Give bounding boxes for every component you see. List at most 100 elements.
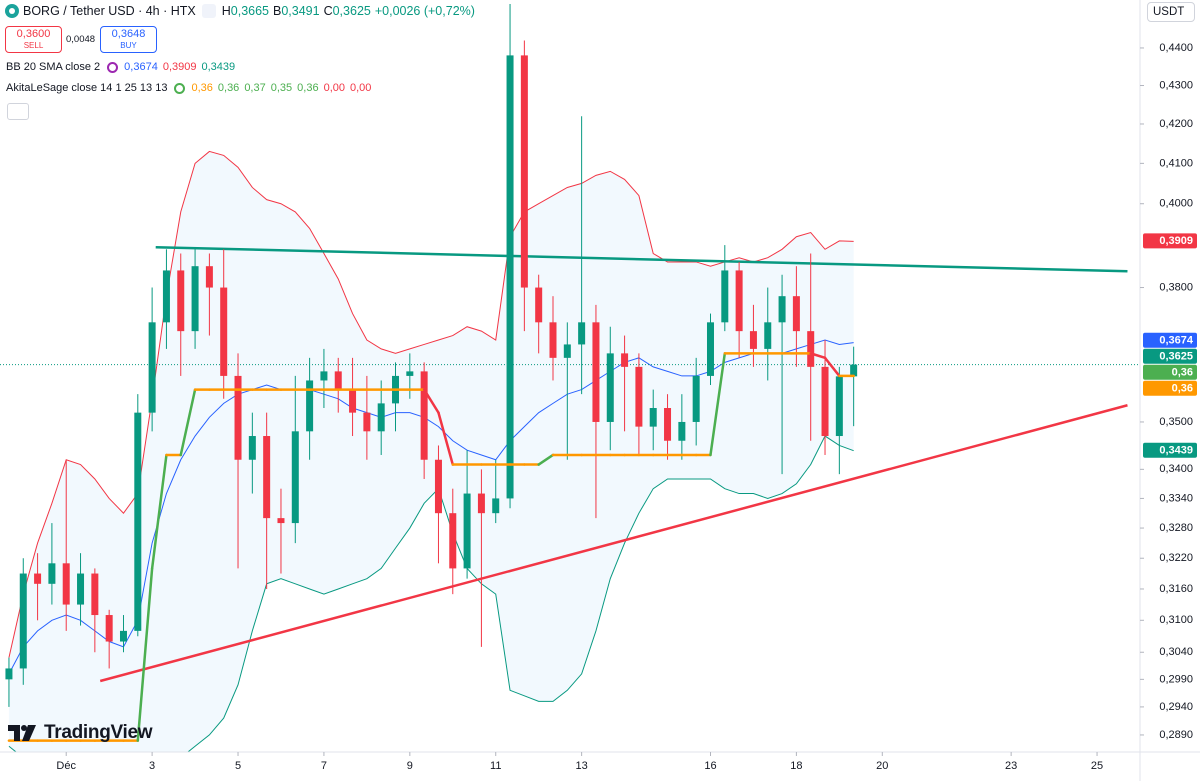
x-tick-label: 11	[490, 760, 501, 772]
candle-body	[119, 630, 127, 642]
y-tick-label: 0,2890	[1159, 729, 1193, 741]
symbol: BORG / Tether USD · 4h · HTX	[23, 4, 196, 18]
candle-body	[578, 322, 586, 345]
candle-body	[721, 270, 729, 323]
candle-body	[749, 331, 757, 349]
y-tick-label: 0,3280	[1159, 522, 1193, 534]
candle-body	[792, 296, 800, 332]
symbol-row: BORG / Tether USD · 4h · HTX H 0,3665 B 0,3…	[4, 3, 475, 19]
candle-body	[420, 371, 428, 460]
y-tick-label: 0,3340	[1159, 492, 1193, 504]
indicator-name: AkitaLeSage close 14 1 25 13 13	[6, 82, 168, 94]
x-tick-label: 7	[321, 760, 327, 772]
price-label: 0,3625	[1159, 351, 1193, 363]
currency-select[interactable]: USDT	[1147, 2, 1195, 22]
indicator-name: BB 20 SMA close 2	[6, 61, 101, 73]
akita-segment	[709, 352, 727, 457]
y-tick-label: 0,4200	[1159, 118, 1193, 130]
spread: 0,0048	[66, 34, 96, 45]
brand-icon	[8, 725, 36, 741]
candle-body	[692, 375, 700, 422]
y-tick-label: 0,2990	[1159, 673, 1193, 685]
x-tick-label: 3	[149, 760, 155, 772]
candle-body	[263, 436, 271, 519]
bb-lower	[8, 435, 854, 752]
y-tick-label: 0,3800	[1159, 281, 1193, 293]
indicator-value: 0,36	[217, 82, 240, 94]
collapse-button[interactable]	[7, 103, 29, 120]
candle-body	[91, 573, 99, 616]
price-label-box	[1143, 348, 1197, 364]
candle-body	[220, 287, 228, 376]
sell-price: 0,3600	[16, 27, 51, 40]
price-label-box	[1143, 442, 1197, 458]
candle-body	[735, 270, 743, 332]
candle-body	[334, 371, 342, 390]
bb-upper	[8, 150, 854, 658]
candle-body	[563, 344, 571, 358]
x-tick-label: 9	[407, 760, 413, 772]
currency: USDT	[1153, 6, 1185, 18]
buy-button[interactable]: 0,3648 BUY	[100, 26, 157, 53]
candle-body	[277, 518, 285, 524]
indicator-row: BB 20 SMA close 2 0,3674 0,3909 0,3439	[6, 61, 240, 73]
candle-body	[105, 615, 113, 642]
candle-body	[764, 322, 772, 349]
candle-body	[463, 493, 471, 569]
ohlc-key: C	[323, 4, 333, 18]
candle-body	[34, 573, 42, 584]
candle-body	[778, 296, 786, 323]
candle-body	[549, 322, 557, 358]
candle-body	[649, 408, 657, 427]
indicator-value: 0,3674	[124, 61, 158, 73]
sell-button[interactable]: 0,3600 SELL	[5, 26, 62, 53]
price-label-box	[1143, 364, 1197, 380]
x-tick-label: 25	[1091, 760, 1103, 772]
ohlc-value: 0,3665	[230, 4, 269, 18]
y-tick-label: 0,4400	[1159, 42, 1193, 54]
candle-body	[506, 55, 514, 499]
x-tick-label: 20	[876, 760, 888, 772]
akita-segment	[150, 453, 168, 570]
akita-segment	[136, 567, 154, 742]
candle-body	[77, 573, 85, 605]
candle-body	[134, 412, 142, 631]
candle-body	[248, 436, 256, 460]
x-tick-label: Déc	[56, 760, 76, 772]
candle-body	[821, 366, 829, 437]
brand-name: TradingView	[44, 722, 153, 743]
candle-body	[492, 498, 500, 514]
y-tick-label: 0,3100	[1159, 614, 1193, 626]
candle-body	[406, 371, 414, 376]
indicator-icon	[107, 61, 119, 73]
y-tick-label: 0,4100	[1159, 157, 1193, 169]
price-label: 0,3439	[1159, 445, 1193, 457]
candle-body	[434, 459, 442, 514]
plot-area	[0, 3, 1140, 752]
x-tick-label: 16	[704, 760, 716, 772]
indicator-value: 0,00	[350, 82, 372, 94]
trend-line	[155, 245, 1128, 273]
y-tick-label: 0,3400	[1159, 463, 1193, 475]
candle-body	[191, 266, 199, 332]
indicator-row: AkitaLeSage close 14 1 25 13 13 0,36 0,36 0…	[6, 82, 376, 94]
candle-body	[48, 563, 56, 584]
indicator-value: 0,36	[297, 82, 319, 94]
y-tick-label: 0,3040	[1159, 646, 1193, 658]
indicator-value: 0,00	[323, 82, 345, 94]
candle-body	[306, 380, 314, 432]
candle-body	[664, 408, 672, 441]
candle-body	[835, 376, 843, 437]
akita-segment	[809, 352, 827, 360]
symbol-options[interactable]	[201, 4, 216, 18]
brand-logo: TradingView	[8, 722, 153, 744]
y-tick-label: 0,3220	[1159, 552, 1193, 564]
akita-segment	[179, 388, 197, 457]
candle-body	[5, 668, 13, 680]
buy-price: 0,3648	[111, 27, 146, 40]
y-tick-label: 0,3500	[1159, 416, 1193, 428]
price-label: 0,3909	[1159, 235, 1193, 247]
indicator-value: 0,36	[191, 82, 213, 94]
indicator-value: 0,3439	[201, 61, 236, 73]
